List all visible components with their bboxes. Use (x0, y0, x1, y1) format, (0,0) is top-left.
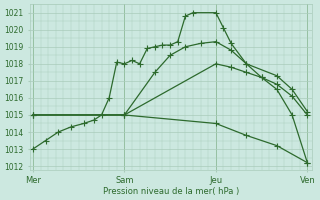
X-axis label: Pression niveau de la mer( hPa ): Pression niveau de la mer( hPa ) (103, 187, 239, 196)
